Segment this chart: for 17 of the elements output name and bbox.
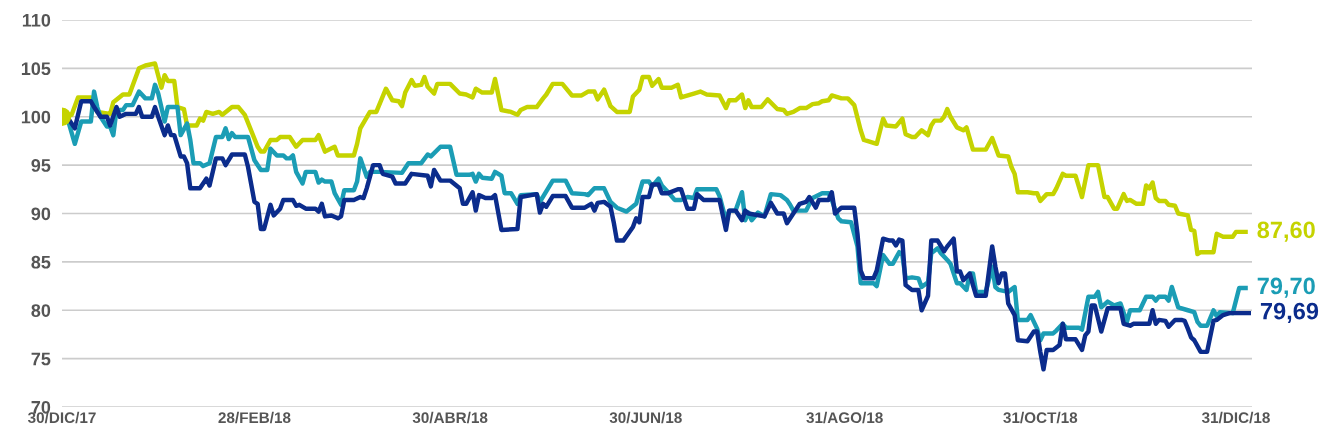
x-tick-label: 28/FEB/18 [218,411,291,424]
text: 79,70 [1257,277,1315,298]
y-tick-label: 110 [22,13,51,27]
y-tick-label: 85 [31,255,51,269]
x-tick-label: 31/DIC/18 [1201,411,1270,424]
y-tick-label: 80 [31,304,51,317]
x-tick-label: 31/AGO/18 [806,411,883,424]
x-tick-label: 30/ABR/18 [412,411,488,424]
y-tick-label: 100 [21,110,51,124]
y-tick-label: 95 [31,159,51,172]
text: 79,69 [1260,302,1319,323]
y-tick-label: 75 [31,352,51,366]
text: 87,60 [1257,221,1315,242]
y-tick-label: 90 [31,207,51,221]
y-tick-label: 105 [21,62,51,76]
x-tick-label: 30/JUN/18 [609,411,682,424]
x-tick-label: 31/OCT/18 [1003,411,1078,424]
